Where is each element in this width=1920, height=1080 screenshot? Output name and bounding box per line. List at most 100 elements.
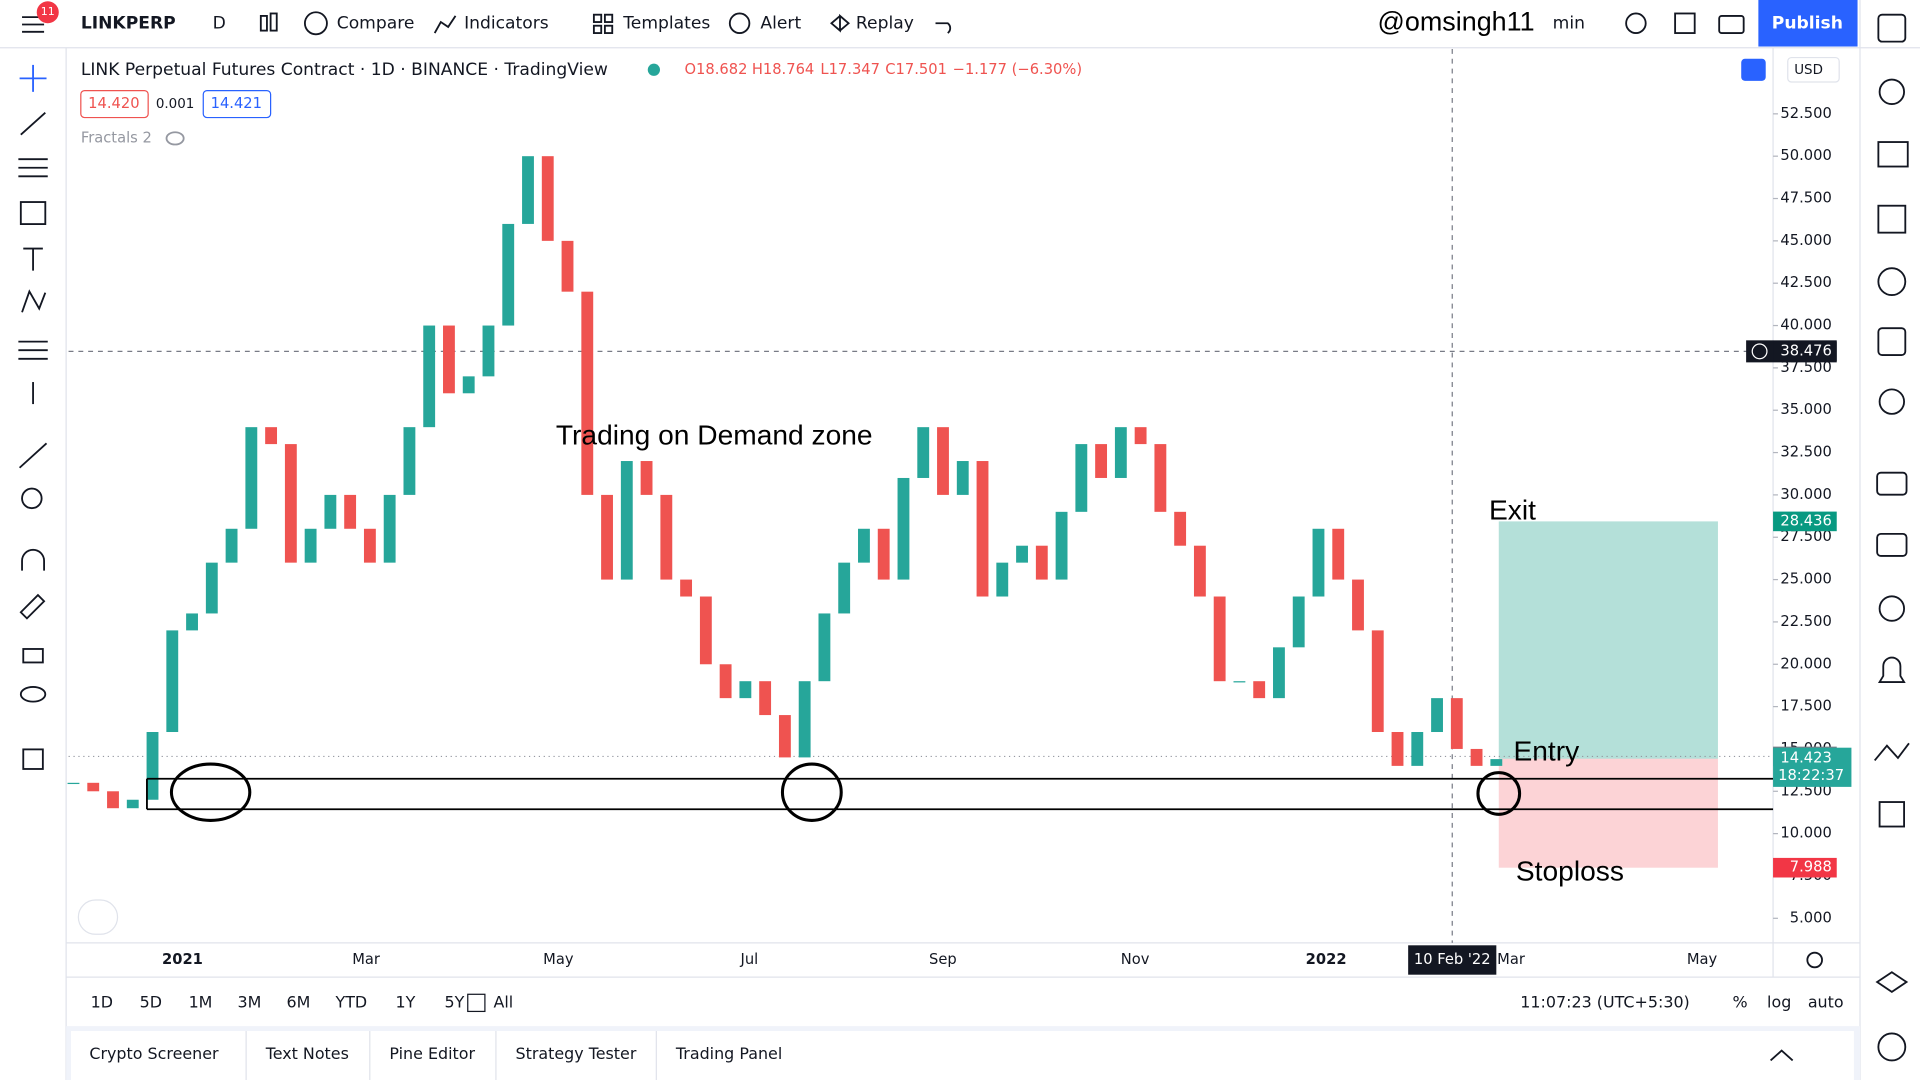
fullscreen-button[interactable] bbox=[1674, 12, 1696, 34]
range-button[interactable]: 5Y bbox=[444, 992, 464, 1011]
candle bbox=[699, 596, 712, 665]
candle bbox=[937, 427, 949, 495]
candle bbox=[1490, 759, 1503, 766]
bid-price[interactable]: 14.420 bbox=[88, 95, 139, 112]
candle bbox=[225, 528, 238, 563]
legend-title: LINK Perpetual Futures Contract · 1D · B… bbox=[81, 60, 608, 80]
interval[interactable]: D bbox=[213, 13, 226, 33]
range-button[interactable]: 3M bbox=[238, 992, 262, 1011]
candle bbox=[304, 528, 317, 563]
candle bbox=[818, 613, 831, 682]
stop-price-box bbox=[1773, 857, 1837, 878]
interval-right[interactable]: min bbox=[1553, 13, 1585, 33]
symbol[interactable]: LINKPERP bbox=[81, 13, 176, 33]
range-button[interactable]: 1M bbox=[189, 992, 213, 1011]
ask-box[interactable] bbox=[202, 90, 272, 119]
ask-price[interactable]: 14.421 bbox=[211, 95, 262, 112]
badge bbox=[36, 1, 59, 24]
left-drawing-tools[interactable] bbox=[18, 64, 48, 770]
candle bbox=[1371, 630, 1384, 733]
log-toggle[interactable]: log bbox=[1767, 992, 1791, 1011]
replay-icon[interactable] bbox=[830, 13, 850, 33]
date-range-icon[interactable] bbox=[467, 993, 486, 1013]
axis-settings[interactable] bbox=[1806, 951, 1823, 969]
candle bbox=[502, 223, 515, 326]
add-alert[interactable] bbox=[1751, 343, 1768, 360]
badge-count: 11 bbox=[41, 5, 55, 18]
range-button[interactable]: 1D bbox=[91, 992, 113, 1011]
entry-price-box bbox=[1773, 747, 1852, 787]
settings-button[interactable] bbox=[1625, 12, 1647, 34]
candle bbox=[1193, 545, 1206, 597]
tab-bar: Crypto Screener Text Notes Pine Editor Stra… bbox=[89, 1031, 782, 1080]
chart-type-icon[interactable] bbox=[259, 12, 278, 32]
candle bbox=[858, 528, 870, 563]
candle bbox=[126, 799, 139, 809]
range-button[interactable]: All bbox=[493, 992, 513, 1011]
candle bbox=[660, 494, 673, 580]
y-tick-label: 42.500 bbox=[1780, 274, 1831, 291]
indicator-visibility[interactable] bbox=[165, 131, 185, 146]
alert-icon[interactable] bbox=[728, 12, 751, 34]
y-tick-label: 40.000 bbox=[1780, 317, 1831, 334]
percent-toggle[interactable]: % bbox=[1732, 992, 1747, 1011]
candle bbox=[956, 461, 969, 495]
candle bbox=[581, 291, 594, 495]
publish-button[interactable] bbox=[1758, 0, 1858, 47]
collapse-button[interactable] bbox=[1770, 1049, 1794, 1062]
crosshair-date-box bbox=[1408, 945, 1497, 975]
bottom-tab[interactable]: Crypto Screener bbox=[89, 1044, 219, 1063]
x-tick-label: 2022 bbox=[1306, 951, 1347, 968]
templates-icon[interactable] bbox=[592, 13, 614, 34]
currency-box[interactable] bbox=[1787, 56, 1840, 83]
target-price: 28.436 bbox=[1780, 512, 1831, 529]
bottom-tab[interactable]: Text Notes bbox=[265, 1044, 349, 1063]
watermark: @omsingh11 bbox=[1378, 6, 1535, 36]
legend-close: C17.501 bbox=[885, 61, 947, 78]
x-tick-label: Mar bbox=[1497, 951, 1526, 968]
candle bbox=[1075, 444, 1088, 512]
candle bbox=[561, 240, 574, 292]
bottom-tab[interactable]: Trading Panel bbox=[675, 1044, 782, 1063]
candle bbox=[1174, 511, 1187, 546]
publish-label[interactable]: Publish bbox=[1772, 13, 1843, 33]
bid-box[interactable] bbox=[80, 90, 149, 119]
sync-button[interactable] bbox=[1741, 58, 1766, 81]
replay-button[interactable]: Replay bbox=[856, 13, 914, 33]
candle bbox=[284, 444, 297, 563]
candle bbox=[1273, 647, 1285, 699]
right-sidebar[interactable] bbox=[1873, 13, 1910, 1062]
range-button[interactable]: 5D bbox=[140, 992, 162, 1011]
candle bbox=[1450, 698, 1463, 749]
range-button[interactable]: 6M bbox=[287, 992, 311, 1011]
auto-toggle[interactable]: auto bbox=[1808, 992, 1844, 1011]
indicators-icon[interactable] bbox=[433, 15, 457, 34]
y-tick-label: 37.500 bbox=[1780, 359, 1831, 376]
currency[interactable]: USD bbox=[1794, 63, 1823, 78]
alert-button[interactable]: Alert bbox=[760, 13, 801, 33]
candle bbox=[462, 376, 475, 394]
undo-button[interactable] bbox=[935, 22, 952, 34]
candle bbox=[1114, 427, 1127, 478]
bottom-tab[interactable]: Strategy Tester bbox=[516, 1044, 637, 1063]
candle bbox=[640, 461, 653, 495]
indicators-button[interactable]: Indicators bbox=[464, 13, 549, 33]
compare-icon[interactable] bbox=[303, 11, 328, 36]
candle bbox=[1391, 732, 1404, 766]
compare-button[interactable]: Compare bbox=[337, 13, 415, 33]
y-tick-label: 30.000 bbox=[1780, 486, 1831, 503]
legend-low: L17.347 bbox=[820, 61, 880, 78]
candle bbox=[363, 528, 376, 563]
candle bbox=[87, 782, 100, 792]
candle bbox=[877, 528, 890, 580]
candle bbox=[1292, 596, 1305, 648]
spread: 0.001 bbox=[156, 97, 195, 112]
range-button[interactable]: YTD bbox=[335, 992, 368, 1011]
range-button[interactable]: 1Y bbox=[396, 992, 416, 1011]
templates-button[interactable]: Templates bbox=[622, 13, 710, 33]
bottom-tab[interactable]: Pine Editor bbox=[389, 1044, 475, 1063]
candle bbox=[166, 630, 179, 733]
snapshot-button[interactable] bbox=[1718, 15, 1745, 34]
x-tick-label: Nov bbox=[1121, 951, 1150, 968]
